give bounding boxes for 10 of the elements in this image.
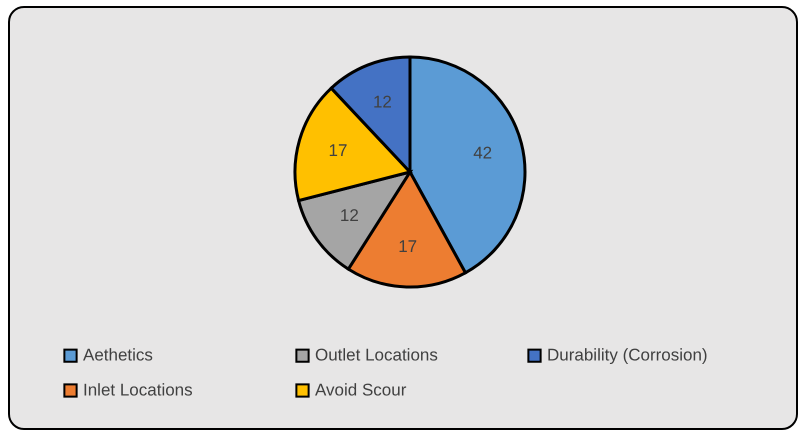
legend-label: Durability (Corrosion) (547, 346, 708, 365)
data-label: 12 (372, 92, 392, 112)
legend-label: Avoid Scour (315, 380, 407, 400)
legend-label: Inlet Locations (83, 380, 193, 400)
data-label: 17 (328, 141, 348, 160)
legend-label: Aethetics (83, 346, 153, 365)
data-label: 17 (398, 236, 418, 256)
data-label: 12 (340, 206, 359, 226)
legend-label: Outlet Locations (315, 346, 438, 365)
data-label: 42 (473, 143, 492, 162)
